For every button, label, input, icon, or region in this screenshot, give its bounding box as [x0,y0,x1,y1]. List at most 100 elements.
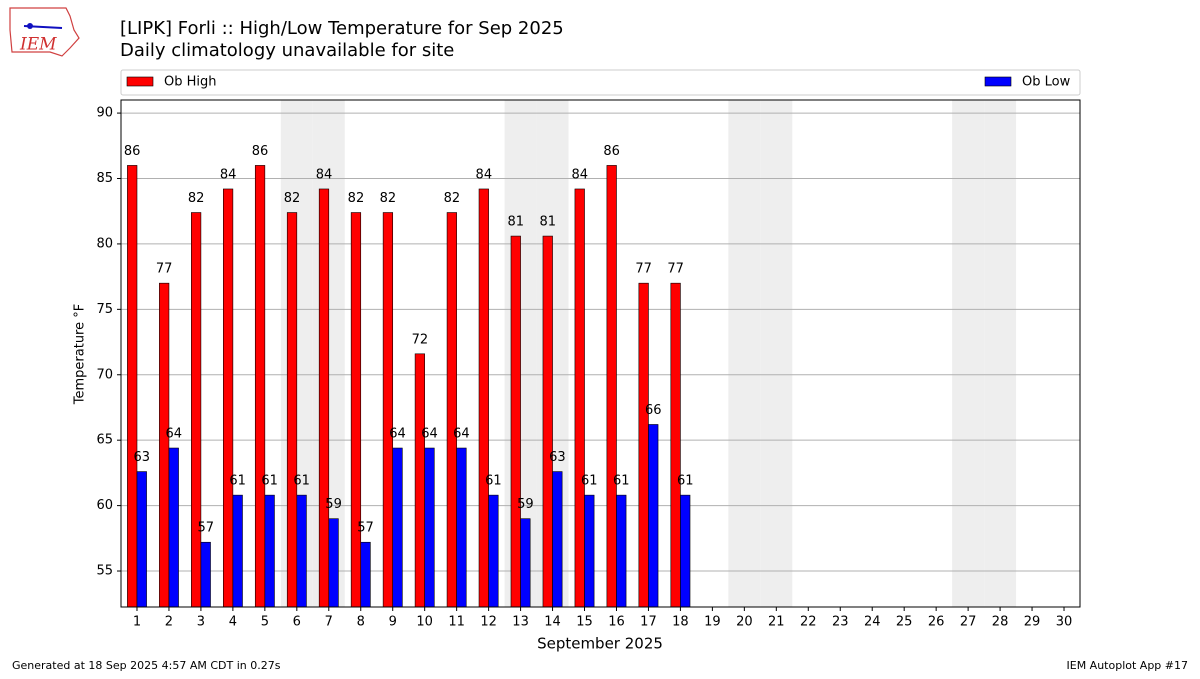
value-label: 63 [134,450,151,465]
x-tick-label: 5 [261,615,269,630]
x-tick-label: 11 [448,615,465,630]
x-tick-label: 23 [832,615,849,630]
bar [392,447,403,608]
value-label: 82 [380,191,397,206]
y-tick-label: 90 [96,106,113,121]
logo-outline [9,7,80,57]
value-label: 86 [252,144,269,159]
bar [286,212,298,608]
bar [159,282,170,608]
bar [552,471,563,608]
x-tick-label: 27 [960,615,977,630]
x-tick-label: 10 [416,615,433,630]
bar [350,212,362,608]
value-label: 57 [197,521,214,536]
value-label: 64 [453,427,470,442]
bar [606,165,617,608]
x-tick-label: 20 [736,615,753,630]
value-label: 81 [539,215,556,230]
x-tick-label: 9 [389,615,397,630]
bar [510,235,521,608]
value-label: 61 [229,474,246,489]
bar [328,518,339,608]
y-axis-label: Temperature °F [73,304,88,405]
x-tick-label: 13 [512,615,529,630]
chart-subtitle: Daily climatology unavailable for site [120,40,454,61]
value-label: 64 [165,427,182,442]
value-label: 86 [124,144,141,159]
x-tick-label: 30 [1056,615,1073,630]
value-label: 82 [188,191,205,206]
y-tick-label: 85 [96,171,113,186]
x-tick-label: 14 [544,615,561,630]
value-label: 72 [412,332,429,347]
bar [488,494,499,608]
x-tick-label: 8 [357,615,365,630]
footer-right: IEM Autoplot App #17 [1067,659,1189,672]
legend-label: Ob Low [1022,75,1071,90]
bar [648,424,659,608]
value-label: 61 [613,474,630,489]
legend-swatch [126,76,154,87]
value-label: 61 [581,474,598,489]
bar [222,188,234,608]
y-tick-label: 55 [96,564,113,579]
bar [382,212,394,608]
value-label: 59 [325,497,342,512]
value-label: 57 [357,521,374,536]
logo-text: IEM [19,35,57,55]
value-label: 77 [635,262,652,277]
x-tick-label: 12 [480,615,497,630]
bar [318,188,330,608]
bar [638,282,649,608]
bar [168,447,179,608]
weekend-shade [728,100,761,607]
legend-label: Ob High [164,75,217,90]
bar [254,165,266,608]
y-tick-label: 80 [96,236,113,251]
x-tick-label: 29 [1024,615,1041,630]
bar [200,541,211,608]
logo: IEM [9,7,80,57]
x-tick-label: 15 [576,615,593,630]
value-label: 77 [667,262,684,277]
bar [414,353,425,608]
bar [542,235,553,608]
x-tick-label: 16 [608,615,625,630]
bar [456,447,467,608]
x-tick-label: 4 [229,615,237,630]
x-tick-label: 7 [325,615,333,630]
x-tick-label: 26 [928,615,945,630]
y-tick-label: 75 [96,302,113,317]
legend-swatch [984,76,1012,87]
plot-frame [120,99,1081,608]
y-tick-label: 65 [96,433,113,448]
x-tick-label: 2 [165,615,173,630]
bar [264,494,275,608]
value-label: 81 [508,215,525,230]
value-label: 82 [444,191,461,206]
x-tick-label: 21 [768,615,785,630]
weekend-shade [984,100,1017,607]
value-label: 66 [645,403,662,418]
y-tick-label: 60 [96,498,113,513]
bar [670,282,681,608]
value-label: 61 [293,474,310,489]
value-label: 77 [156,262,173,277]
value-label: 86 [603,144,620,159]
x-tick-label: 6 [293,615,301,630]
x-tick-label: 18 [672,615,689,630]
value-label: 84 [220,167,237,182]
value-label: 61 [261,474,278,489]
bar [191,212,202,608]
bar [616,494,627,608]
bar [584,494,595,608]
x-tick-label: 22 [800,615,817,630]
bar [478,188,489,608]
bar [232,494,243,608]
value-label: 82 [284,191,301,206]
value-label: 61 [677,474,694,489]
bar [424,447,435,608]
weekend-shade [952,100,985,607]
value-label: 84 [316,167,333,182]
